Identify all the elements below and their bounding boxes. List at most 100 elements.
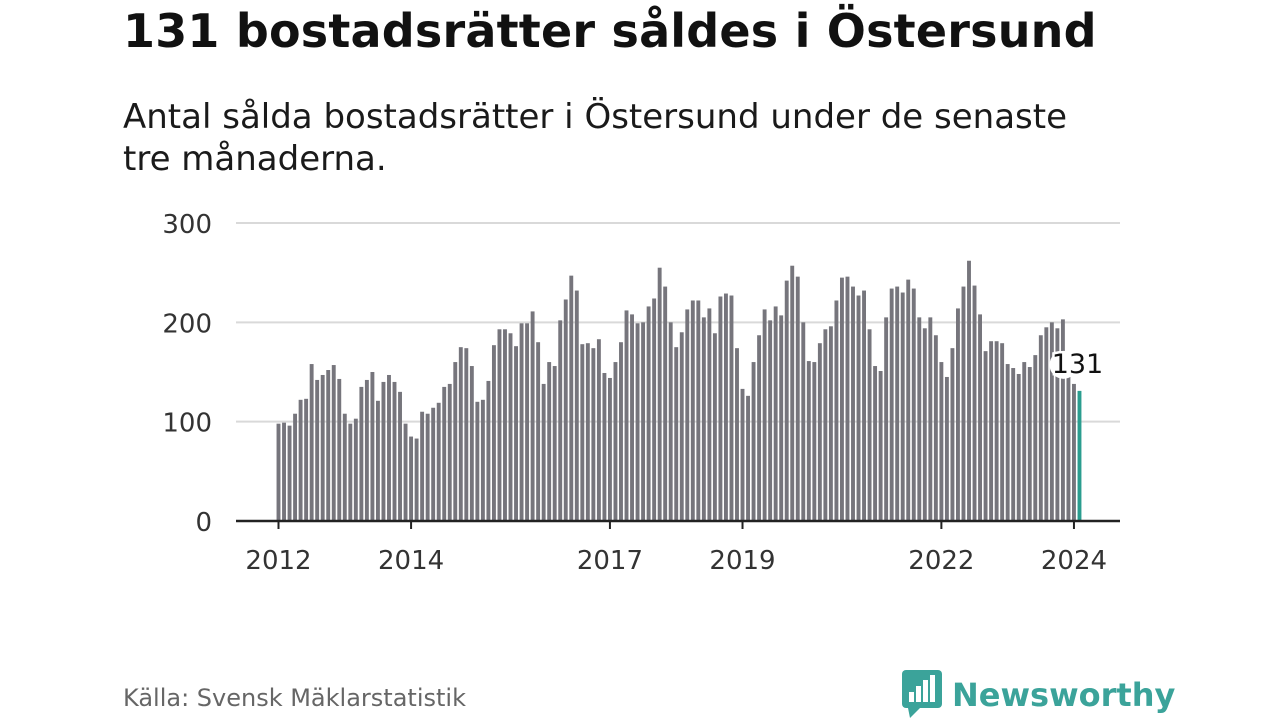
y-tick-label: 100	[162, 409, 212, 439]
bar	[602, 372, 607, 521]
bar	[806, 361, 811, 521]
bar	[983, 351, 988, 521]
bar	[790, 265, 795, 521]
bar	[326, 370, 331, 521]
bar	[337, 378, 342, 521]
bar	[1000, 343, 1005, 521]
bar	[784, 280, 789, 521]
bar	[712, 333, 717, 521]
brand-name: Newsworthy	[952, 676, 1176, 714]
bar	[657, 267, 662, 521]
bar	[541, 383, 546, 521]
bar	[779, 315, 784, 521]
bar	[746, 395, 750, 521]
bar	[403, 423, 408, 521]
bar	[834, 300, 839, 521]
bar	[480, 399, 485, 521]
bar	[514, 346, 518, 521]
bar	[994, 341, 999, 521]
bar	[735, 348, 739, 521]
bar	[674, 347, 679, 521]
bar	[387, 374, 391, 521]
bar	[348, 423, 353, 521]
bar	[619, 342, 623, 521]
bar	[519, 323, 524, 521]
bar	[685, 309, 690, 521]
bar	[889, 288, 894, 521]
bar	[646, 306, 651, 521]
bar	[933, 335, 938, 521]
bar	[580, 344, 585, 521]
bar	[331, 365, 336, 521]
bar	[972, 285, 977, 521]
bar	[475, 401, 480, 521]
bar	[1066, 376, 1071, 521]
bar	[630, 314, 634, 521]
bar	[867, 329, 872, 521]
bar	[884, 317, 889, 521]
bar	[497, 329, 502, 521]
bar	[956, 308, 960, 521]
bar	[823, 329, 828, 521]
bar	[718, 296, 723, 521]
bar	[911, 288, 916, 521]
bar	[342, 413, 347, 521]
bar	[1060, 319, 1065, 521]
bar	[486, 380, 491, 521]
bar	[917, 317, 922, 521]
bar	[425, 413, 430, 521]
x-tick-label: 2017	[577, 546, 643, 576]
bar	[1044, 327, 1049, 521]
bar	[856, 295, 861, 521]
bar-chart-speech-bubble-icon	[902, 670, 942, 718]
bar	[624, 310, 629, 521]
bar	[375, 400, 380, 521]
bar	[282, 422, 286, 521]
bar	[530, 311, 535, 521]
bar	[547, 362, 552, 521]
bar	[1011, 368, 1016, 521]
bar	[1072, 383, 1076, 521]
bar	[364, 379, 369, 521]
bar	[1022, 362, 1027, 521]
bar	[309, 364, 314, 521]
bar	[723, 293, 728, 521]
bar	[757, 335, 762, 521]
bar	[525, 323, 530, 521]
bar	[762, 309, 767, 521]
bar	[381, 381, 386, 521]
bar	[989, 341, 994, 521]
bar	[591, 348, 596, 521]
bar	[469, 366, 474, 521]
bar	[1027, 367, 1032, 521]
bar	[447, 383, 452, 521]
y-tick-label: 300	[162, 210, 212, 240]
value-annotation: 131	[1052, 349, 1104, 380]
bar	[812, 362, 817, 521]
bar	[293, 413, 298, 521]
bar	[950, 348, 955, 521]
bar	[574, 290, 579, 521]
bar	[1005, 364, 1010, 521]
bar	[751, 362, 756, 521]
bar	[801, 322, 806, 521]
x-tick-label: 2012	[245, 546, 311, 576]
chart-subtitle: Antal sålda bostadsrätter i Östersund un…	[123, 97, 1068, 179]
bar	[878, 371, 883, 521]
bar	[596, 339, 601, 521]
bar	[961, 286, 966, 521]
bar	[828, 326, 833, 521]
bar	[420, 411, 425, 521]
bar	[552, 366, 557, 521]
bar	[696, 300, 701, 521]
bar	[569, 275, 574, 521]
bar	[392, 381, 397, 521]
bar	[276, 423, 281, 521]
bar	[508, 333, 513, 521]
bar	[641, 322, 646, 521]
bar	[928, 317, 933, 521]
bar	[491, 345, 496, 521]
bar	[464, 348, 469, 521]
bar	[613, 362, 618, 521]
bar	[315, 379, 320, 521]
